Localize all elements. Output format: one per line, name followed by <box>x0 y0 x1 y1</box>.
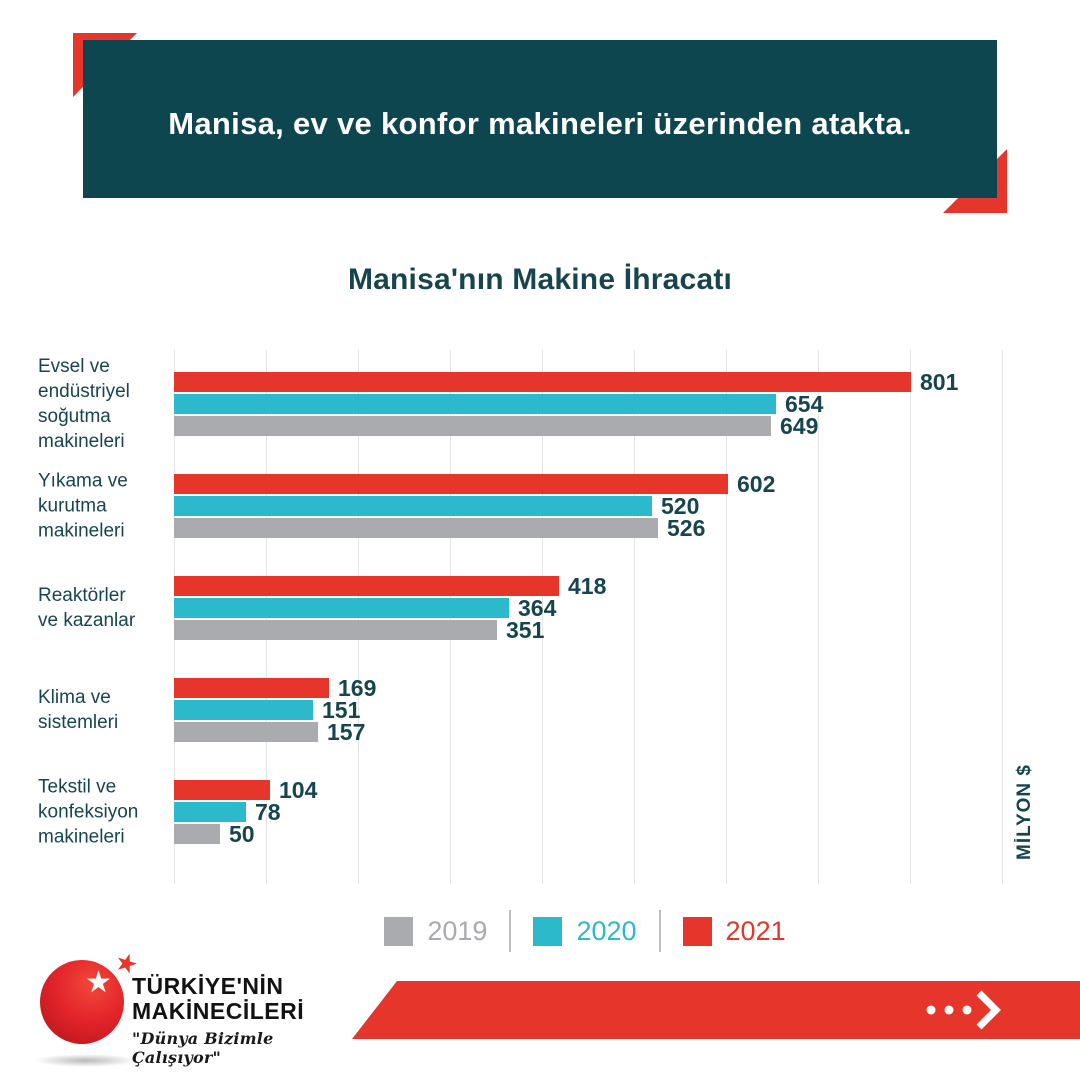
logo-tagline: "Dünya Bizimle Çalışıyor" <box>132 1029 274 1067</box>
chart-legend: 2019 2020 2021 <box>45 905 1080 957</box>
legend-swatch-2019 <box>384 916 414 946</box>
bar-value-label: 364 <box>518 594 557 621</box>
gridline <box>818 350 819 884</box>
category-label: Reaktörler ve kazanlar <box>38 585 136 631</box>
bar-value-label: 351 <box>506 616 545 643</box>
bar-2021 <box>174 576 559 596</box>
bar-value-label: 654 <box>785 390 824 417</box>
bar-row: 801 <box>174 369 958 395</box>
bar-row: 602 <box>174 471 775 497</box>
bar-value-label: 801 <box>920 368 959 395</box>
bar-value-label: 418 <box>568 572 607 599</box>
bar-value-label: 169 <box>338 674 377 701</box>
bar-row: 654 <box>174 391 958 417</box>
bar-2020 <box>174 496 652 516</box>
legend-label: 2019 <box>427 915 488 946</box>
logo-text: TÜRKİYE'NİN MAKİNECİLERİ "Dünya Bizimle … <box>132 973 350 1068</box>
next-arrow-icon[interactable] <box>923 990 1001 1030</box>
category-label: Evsel ve endüstriyel soğutma makineleri <box>38 356 130 452</box>
logo-line-1: TÜRKİYE'NİN <box>132 973 284 999</box>
bar-group: 801 654 649 <box>174 369 958 439</box>
category-label: Yıkama ve kurutma makineleri <box>38 470 128 542</box>
logo-shadow <box>34 1054 138 1067</box>
bar-row: 526 <box>174 515 775 541</box>
legend-label: 2021 <box>725 915 786 946</box>
chart-region: 801 654 649 602 520 526 418 364 351 169 151 157 104 7… <box>0 350 1080 884</box>
bar-2020 <box>174 700 313 720</box>
bar-2019 <box>174 518 658 538</box>
header-banner: Manisa, ev ve konfor makineleri üzerinde… <box>83 40 997 198</box>
bar-row: 351 <box>174 617 606 643</box>
bar-group: 418 364 351 <box>174 573 606 643</box>
gridline <box>1002 350 1003 884</box>
bar-value-label: 50 <box>229 820 255 847</box>
category-label: Tekstil ve konfeksiyon makineleri <box>38 776 139 848</box>
bar-row: 520 <box>174 493 775 519</box>
bar-row: 151 <box>174 697 376 723</box>
bar-row: 78 <box>174 799 317 825</box>
bar-value-label: 78 <box>255 798 281 825</box>
bar-row: 418 <box>174 573 606 599</box>
bar-value-label: 157 <box>327 718 366 745</box>
legend-item-2021: 2021 <box>682 915 786 947</box>
legend-item-2020: 2020 <box>533 915 637 947</box>
bar-group: 169 151 157 <box>174 675 376 745</box>
gridline <box>910 350 911 884</box>
bar-value-label: 151 <box>322 696 361 723</box>
bar-2020 <box>174 394 776 414</box>
legend-label: 2020 <box>576 915 637 946</box>
bar-2020 <box>174 802 246 822</box>
bar-row: 169 <box>174 675 376 701</box>
footer-red-banner <box>352 981 1080 1039</box>
bar-2019 <box>174 416 771 436</box>
legend-swatch-2021 <box>682 916 712 946</box>
axis-unit-label: MİLYON $ <box>1014 764 1035 860</box>
bar-2019 <box>174 620 497 640</box>
gridline <box>634 350 635 884</box>
bar-group: 602 520 526 <box>174 471 775 541</box>
bar-2019 <box>174 722 318 742</box>
legend-item-2019: 2019 <box>384 916 487 947</box>
legend-swatch-2020 <box>533 916 563 946</box>
legend-divider <box>658 910 661 952</box>
bar-2019 <box>174 824 220 844</box>
brand-logo: ★ ★ TÜRKİYE'NİN MAKİNECİLERİ "Dünya Bizi… <box>34 945 350 1077</box>
bar-group: 104 78 50 <box>174 777 317 847</box>
bar-2020 <box>174 598 509 618</box>
bar-2021 <box>174 780 270 800</box>
bar-value-label: 520 <box>661 492 700 519</box>
gridline <box>726 350 727 884</box>
bar-2021 <box>174 678 329 698</box>
logo-red-ball <box>40 960 124 1044</box>
plot-area: 801 654 649 602 520 526 418 364 351 169 151 157 104 7… <box>174 350 1003 884</box>
star-icon: ★ <box>85 966 112 999</box>
bar-2021 <box>174 474 728 494</box>
bar-row: 104 <box>174 777 317 803</box>
bar-2021 <box>174 372 911 392</box>
header-title: Manisa, ev ve konfor makineleri üzerinde… <box>168 106 912 141</box>
bar-row: 649 <box>174 413 958 439</box>
legend-divider <box>509 910 512 952</box>
bar-value-label: 602 <box>737 470 776 497</box>
gridline <box>542 350 543 884</box>
bar-value-label: 649 <box>780 412 819 439</box>
chart-title: Manisa'nın Makine İhracatı <box>347 263 733 296</box>
bar-value-label: 104 <box>279 776 318 803</box>
bar-row: 364 <box>174 595 606 621</box>
bar-row: 157 <box>174 719 376 745</box>
logo-line-2: MAKİNECİLERİ <box>132 998 305 1024</box>
bar-row: 50 <box>174 821 317 847</box>
bar-value-label: 526 <box>667 514 706 541</box>
category-label: Klima ve sistemleri <box>38 687 119 733</box>
